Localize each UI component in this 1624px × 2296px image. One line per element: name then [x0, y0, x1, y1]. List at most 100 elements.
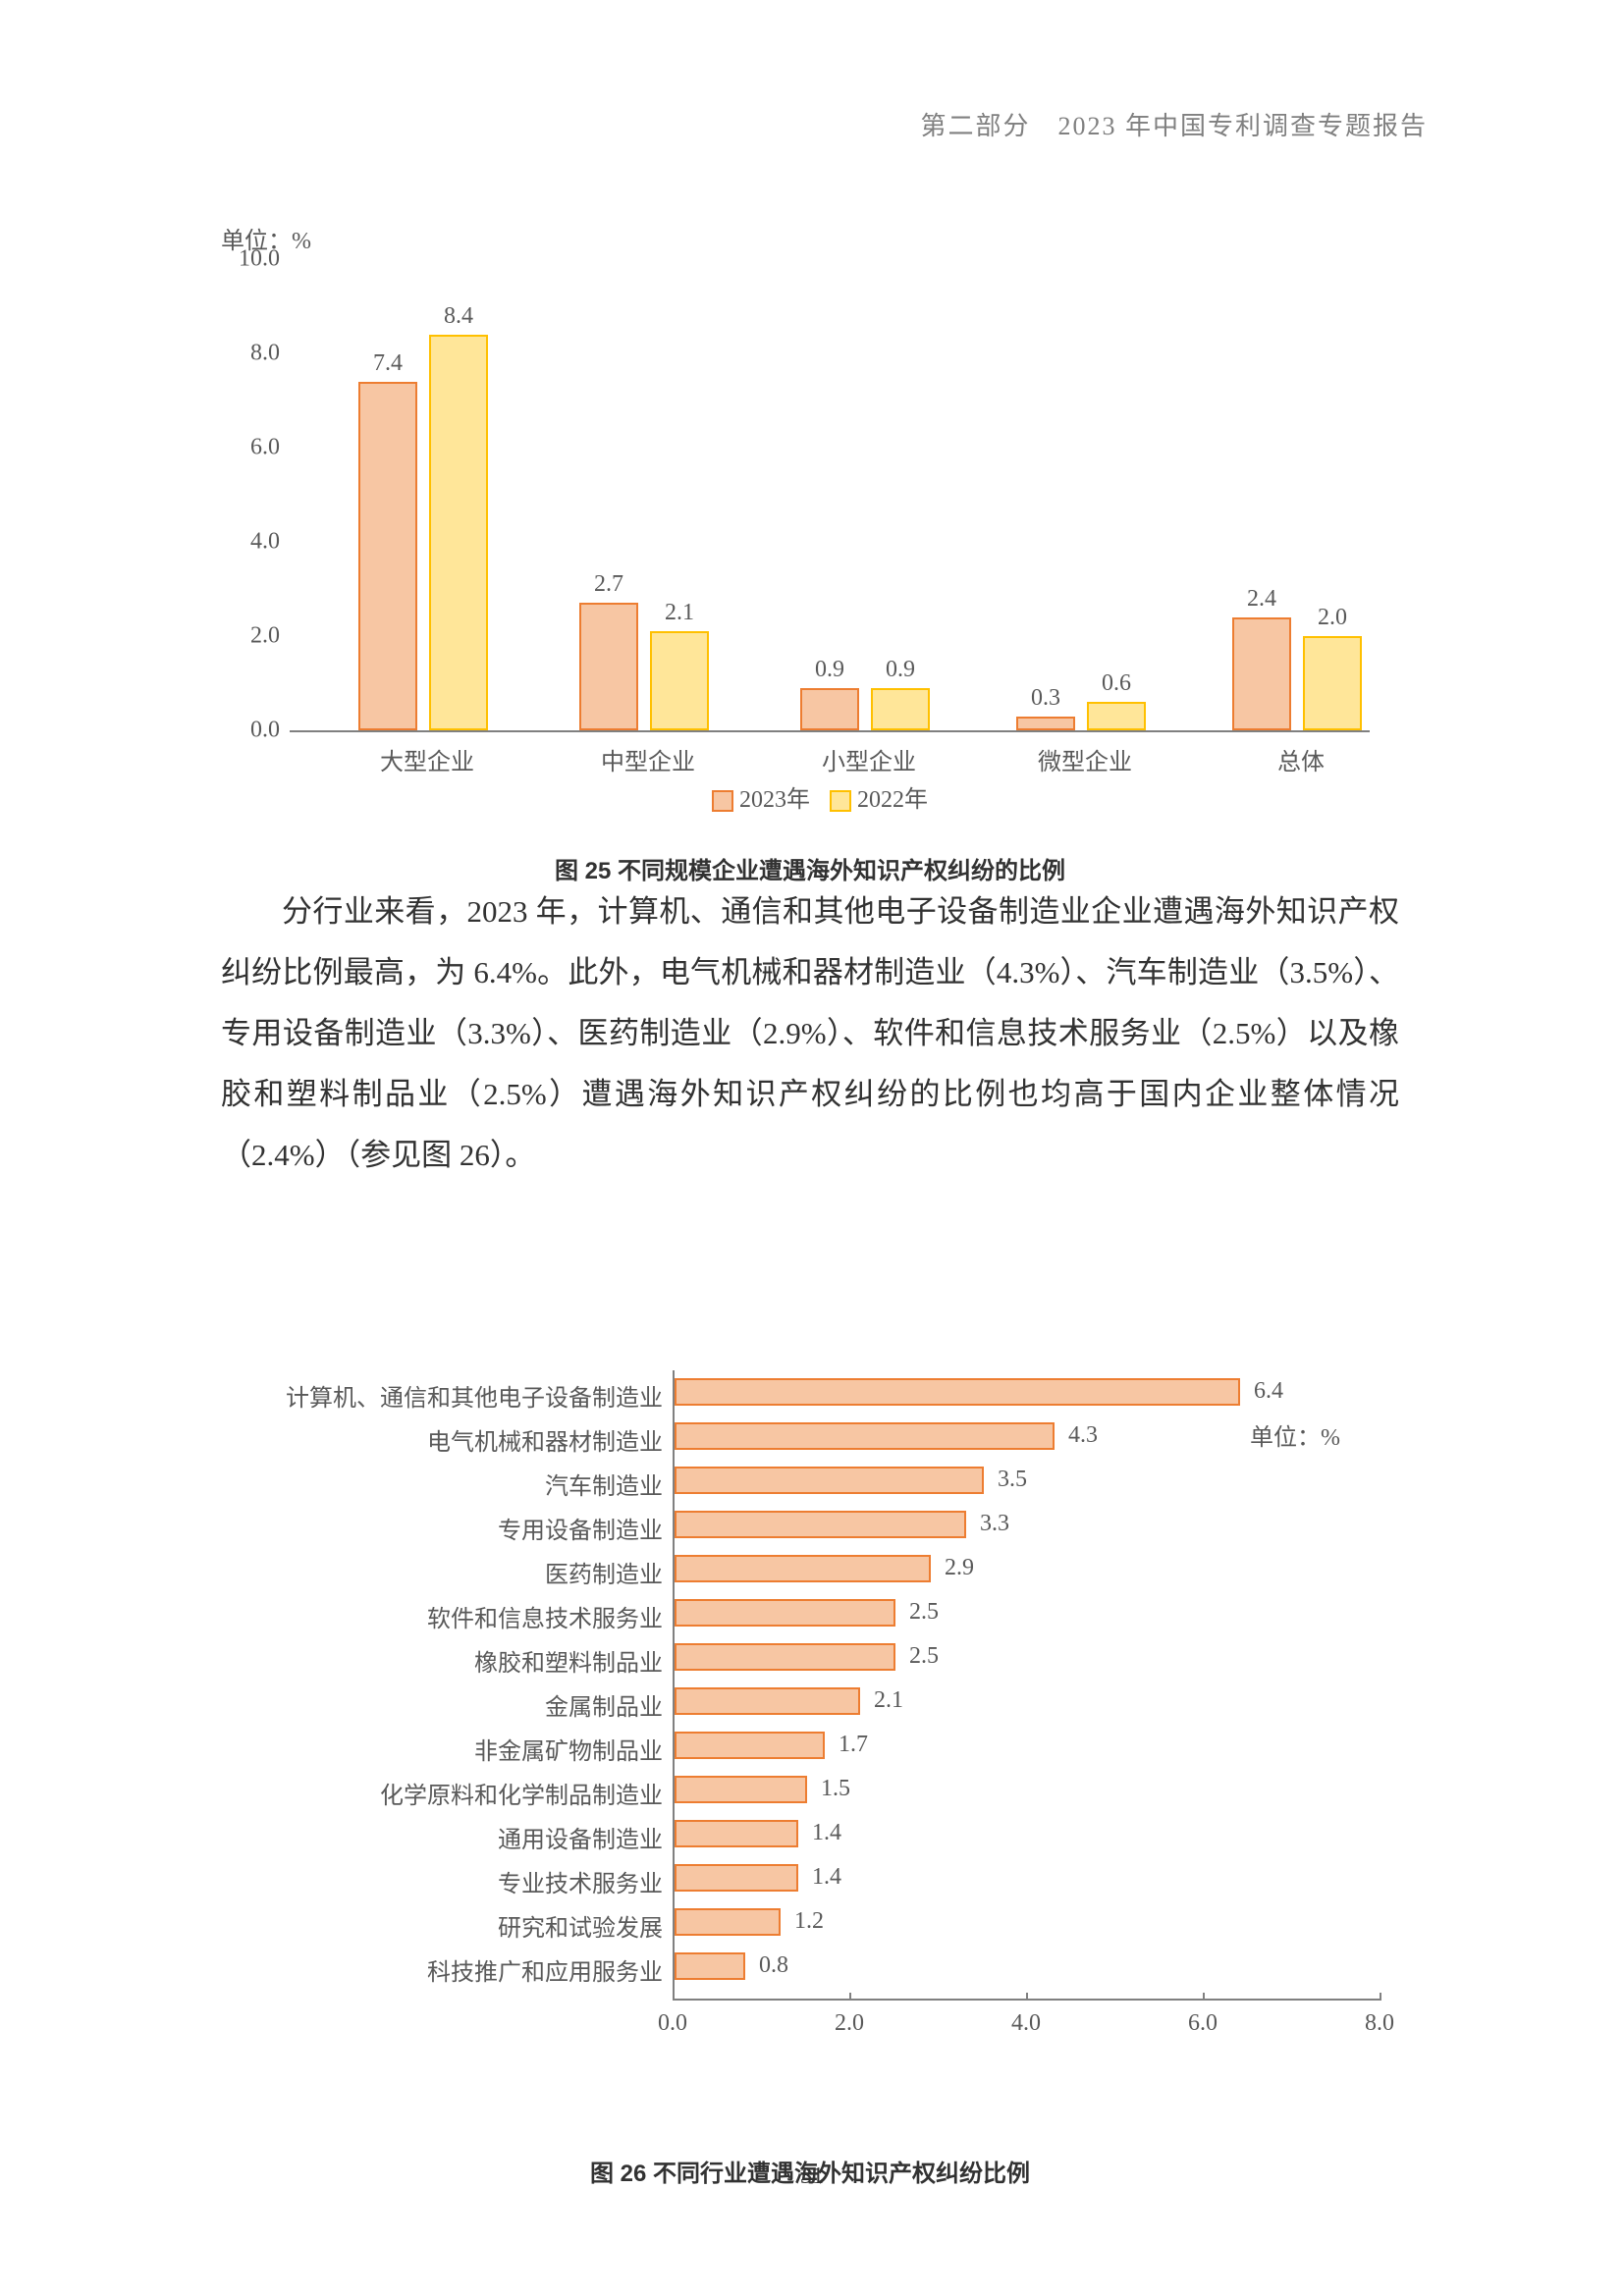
chart2-bar — [675, 1511, 966, 1538]
chart1-bar: 2.1 — [650, 631, 709, 730]
chart2-bar — [675, 1467, 984, 1494]
chart1-bar-value: 2.7 — [581, 571, 636, 598]
chart1-bar-value: 0.6 — [1089, 670, 1144, 697]
chart2-category-label: 软件和信息技术服务业 — [427, 1599, 663, 1633]
legend-label: 2023年 — [739, 787, 810, 813]
chart2-row: 计算机、通信和其他电子设备制造业 6.4 — [221, 1370, 1399, 1415]
chart2-plot-area: 计算机、通信和其他电子设备制造业 6.4 电气机械和器材制造业 4.3 汽车制造业 3.5… — [221, 1370, 1399, 1999]
chart2-bar — [675, 1687, 860, 1715]
chart1-plot-area: 10.08.06.04.02.00.0 7.48.42.72.10.90.90.… — [290, 259, 1370, 732]
legend-label: 2022年 — [857, 787, 928, 813]
chart2-x-tick: 4.0 — [1011, 2010, 1041, 2037]
chart1-x-label: 中型企业 — [560, 742, 736, 776]
chart1-y-tick: 10.0 — [239, 246, 280, 273]
chart1-y-tick: 6.0 — [250, 435, 280, 461]
chart2-x-tick: 2.0 — [835, 2010, 864, 2037]
chart2-row: 橡胶和塑料制品业 2.5 — [221, 1635, 1399, 1680]
chart2-category-label: 汽车制造业 — [545, 1467, 663, 1501]
chart2-bar-value: 3.5 — [998, 1467, 1027, 1493]
chart1-bar-value: 0.3 — [1018, 685, 1073, 712]
chart1-y-tick: 0.0 — [250, 718, 280, 744]
chart1-unit-label: 单位：% — [221, 221, 1399, 255]
chart1-y-tick: 8.0 — [250, 341, 280, 367]
chart1-bar-value: 2.4 — [1234, 586, 1289, 613]
chart1-bar-value: 2.0 — [1305, 605, 1360, 631]
chart2-bar-value: 2.5 — [909, 1643, 939, 1670]
chart2-bar-value: 1.2 — [794, 1908, 824, 1935]
chart1-y-tick: 4.0 — [250, 529, 280, 556]
chart1-caption: 图 25 不同规模企业遭遇海外知识产权纠纷的比例 — [221, 851, 1399, 885]
chart1-legend: 2023年 2022年 — [221, 779, 1399, 814]
chart2-x-tick-mark — [1026, 1993, 1028, 2001]
chart2-category-label: 电气机械和器材制造业 — [427, 1422, 663, 1457]
chart2-row: 科技推广和应用服务业0.8 — [221, 1945, 1399, 1989]
chart2-row: 汽车制造业 3.5 — [221, 1459, 1399, 1503]
page-header: 第二部分 2023 年中国专利调查专题报告 — [920, 106, 1428, 142]
chart2-bar-value: 0.8 — [759, 1952, 788, 1979]
chart2-bar — [675, 1555, 931, 1582]
chart2-bar-value: 4.3 — [1068, 1422, 1098, 1449]
chart2-category-label: 计算机、通信和其他电子设备制造业 — [286, 1378, 663, 1413]
chart2-row: 专业技术服务业1.4 — [221, 1856, 1399, 1900]
chart2-bar-value: 2.1 — [874, 1687, 903, 1714]
chart1-bar: 2.0 — [1303, 636, 1362, 730]
chart2-x-tick-mark — [673, 1993, 675, 2001]
chart2-category-label: 金属制品业 — [545, 1687, 663, 1722]
chart2-bar — [675, 1952, 745, 1980]
legend-swatch — [830, 790, 851, 812]
chart2-x-tick: 8.0 — [1365, 2010, 1394, 2037]
chart2-bar — [675, 1732, 825, 1759]
chart1-bar: 0.3 — [1016, 717, 1075, 730]
chart2-bar — [675, 1422, 1055, 1450]
chart1-x-label: 大型企业 — [339, 742, 515, 776]
chart2-category-label: 专用设备制造业 — [498, 1511, 663, 1545]
chart2-category-label: 医药制造业 — [545, 1555, 663, 1589]
chart1-x-label: 小型企业 — [781, 742, 957, 776]
chart2-bar-value: 6.4 — [1254, 1378, 1283, 1405]
chart2-category-label: 非金属矿物制品业 — [474, 1732, 663, 1766]
chart1-bar: 8.4 — [429, 335, 488, 730]
chart1-bar: 7.4 — [358, 382, 417, 730]
chart1-bar: 0.6 — [1087, 702, 1146, 730]
chart2-x-tick: 6.0 — [1188, 2010, 1218, 2037]
chart2-x-tick: 0.0 — [658, 2010, 687, 2037]
legend-swatch — [712, 790, 733, 812]
chart2-bar-value: 2.9 — [945, 1555, 974, 1581]
chart-25: 单位：% 10.08.06.04.02.00.0 7.48.42.72.10.9… — [221, 221, 1399, 885]
page-number: 31 — [0, 2163, 1624, 2190]
chart2-bar — [675, 1908, 781, 1936]
chart1-bar-value: 0.9 — [873, 657, 928, 683]
chart2-x-tick-mark — [849, 1993, 851, 2001]
body-paragraph: 分行业来看，2023 年，计算机、通信和其他电子设备制造业企业遭遇海外知识产权纠… — [221, 881, 1399, 1186]
chart2-row: 非金属矿物制品业1.7 — [221, 1724, 1399, 1768]
chart1-bar: 2.7 — [579, 603, 638, 730]
chart2-x-tick-mark — [1203, 1993, 1205, 2001]
chart2-category-label: 专业技术服务业 — [498, 1864, 663, 1898]
chart2-bar — [675, 1643, 895, 1671]
chart1-bar: 0.9 — [871, 688, 930, 730]
chart2-row: 研究和试验发展 1.2 — [221, 1900, 1399, 1945]
chart1-bar-value: 8.4 — [431, 303, 486, 330]
chart2-row: 医药制造业 2.9 — [221, 1547, 1399, 1591]
chart2-bar — [675, 1378, 1240, 1406]
chart1-y-tick: 2.0 — [250, 623, 280, 650]
chart2-row: 软件和信息技术服务业2.5 — [221, 1591, 1399, 1635]
chart2-x-unit: 单位：% — [1250, 1417, 1340, 1452]
chart2-bar — [675, 1599, 895, 1627]
chart2-row: 电气机械和器材制造业 4.3 — [221, 1415, 1399, 1459]
chart2-row: 通用设备制造业1.4 — [221, 1812, 1399, 1856]
chart2-bar-value: 3.3 — [980, 1511, 1009, 1537]
chart1-bar: 0.9 — [800, 688, 859, 730]
chart1-bar-value: 2.1 — [652, 600, 707, 626]
chart2-category-label: 通用设备制造业 — [498, 1820, 663, 1854]
chart2-bar — [675, 1820, 798, 1847]
chart2-row: 化学原料和化学制品制造业1.5 — [221, 1768, 1399, 1812]
chart1-bar-value: 0.9 — [802, 657, 857, 683]
chart2-bar-value: 1.5 — [821, 1776, 850, 1802]
chart2-category-label: 橡胶和塑料制品业 — [474, 1643, 663, 1678]
chart2-category-label: 研究和试验发展 — [498, 1908, 663, 1943]
chart1-bar-value: 7.4 — [360, 350, 415, 377]
chart2-bar — [675, 1864, 798, 1892]
chart2-bar — [675, 1776, 807, 1803]
chart2-row: 专用设备制造业 3.3 — [221, 1503, 1399, 1547]
